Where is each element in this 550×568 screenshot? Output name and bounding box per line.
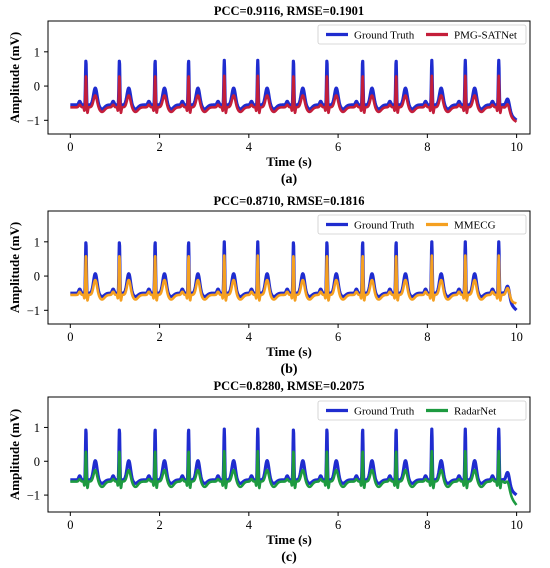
- legend-entry-ground-truth: Ground Truth: [354, 406, 415, 418]
- series-line-ground-truth: [68, 240, 518, 312]
- legend-entry-ground-truth: Ground Truth: [354, 220, 415, 232]
- x-tick-label: 0: [67, 330, 73, 344]
- legend-entry-radarnet: RadarNet: [454, 406, 496, 418]
- x-tick-label: 0: [67, 140, 73, 154]
- x-axis-label: Time (s): [266, 154, 312, 169]
- y-axis-label: Amplitude (mV): [7, 409, 22, 500]
- legend-box: [317, 214, 527, 235]
- legend-entry-pmg-satnet: PMG-SATNet: [454, 30, 517, 42]
- x-tick-label: 4: [246, 140, 253, 154]
- x-tick-label: 8: [424, 330, 430, 344]
- legend-entry-ground-truth: Ground Truth: [354, 30, 415, 42]
- y-tick-label: −1: [27, 489, 40, 503]
- y-tick-label: 0: [34, 270, 40, 284]
- chart-panel-3: PCC=0.8280, RMSE=0.2075 0 2 4 6 8 10 −1 0 1 Time (…: [7, 379, 531, 565]
- panel-label: (c): [281, 550, 297, 565]
- legend-box: [317, 24, 527, 45]
- y-tick-label: 1: [34, 421, 40, 435]
- series-line-mmecg: [69, 254, 518, 305]
- x-tick-label: 8: [424, 140, 430, 154]
- y-tick-label: 0: [34, 80, 40, 94]
- legend-entry-mmecg: MMECG: [454, 220, 496, 232]
- plot-frame: [47, 396, 531, 513]
- x-tick-label: 2: [156, 518, 162, 532]
- x-tick-label: 6: [335, 330, 341, 344]
- y-tick-label: 1: [34, 45, 40, 59]
- x-tick-label: 10: [510, 140, 523, 154]
- chart-panel-2: PCC=0.8710, RMSE=0.1816 0 2 4 6 8 10 −1 0 1 Time (…: [7, 194, 531, 377]
- series-line-ground-truth: [68, 427, 518, 497]
- series-line-ground-truth: [68, 58, 518, 122]
- x-axis-label: Time (s): [266, 532, 312, 547]
- series-line-pmg-satnet: [69, 74, 518, 123]
- x-tick-label: 8: [424, 518, 430, 532]
- x-tick-label: 10: [510, 330, 523, 344]
- legend: Ground Truth RadarNet: [317, 400, 527, 421]
- x-tick-label: 6: [335, 140, 341, 154]
- chart-title: PCC=0.9116, RMSE=0.1901: [214, 4, 364, 18]
- legend-box: [317, 400, 527, 421]
- panel-label: (b): [280, 362, 297, 377]
- x-tick-label: 2: [156, 140, 162, 154]
- x-tick-label: 2: [156, 330, 162, 344]
- x-tick-label: 0: [67, 518, 73, 532]
- plot-frame: [47, 210, 531, 325]
- panel-label: (a): [281, 172, 298, 187]
- y-tick-label: 1: [34, 235, 40, 249]
- chart-panel-1: PCC=0.9116, RMSE=0.1901 0 2 4 6 8 10 −1 0 1 Time (…: [7, 4, 531, 187]
- legend: Ground Truth PMG-SATNet: [317, 24, 527, 45]
- chart-title: PCC=0.8710, RMSE=0.1816: [213, 194, 364, 208]
- y-tick-label: −1: [27, 304, 40, 318]
- legend: Ground Truth MMECG: [317, 214, 527, 235]
- plot-frame: [47, 20, 531, 135]
- y-axis-label: Amplitude (mV): [7, 222, 22, 313]
- x-tick-label: 4: [246, 518, 253, 532]
- x-tick-label: 6: [335, 518, 341, 532]
- y-tick-label: −1: [27, 114, 40, 128]
- x-tick-label: 10: [510, 518, 523, 532]
- series-line-radarnet: [69, 449, 518, 506]
- y-tick-label: 0: [34, 455, 40, 469]
- y-axis-label: Amplitude (mV): [7, 32, 22, 123]
- x-axis-label: Time (s): [266, 344, 312, 359]
- x-tick-label: 4: [246, 330, 253, 344]
- chart-title: PCC=0.8280, RMSE=0.2075: [213, 379, 364, 393]
